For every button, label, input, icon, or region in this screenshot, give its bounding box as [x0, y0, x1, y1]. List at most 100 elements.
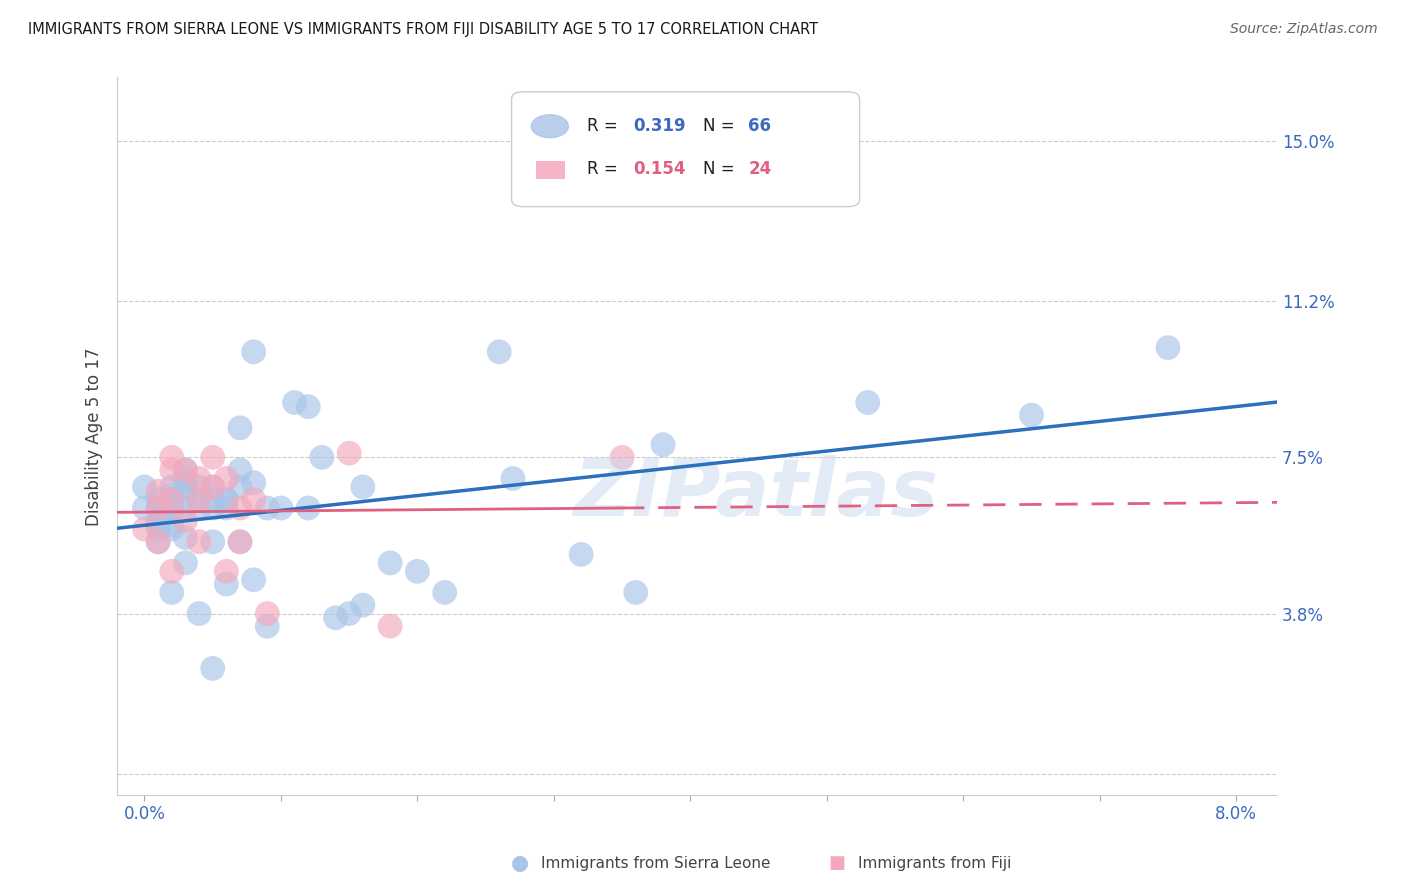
Point [610, 450, 633, 465]
Text: N =: N = [703, 117, 740, 136]
Point [297, 501, 319, 516]
Point [215, 501, 238, 516]
Point [270, 501, 292, 516]
Point [146, 492, 169, 507]
Point [134, 522, 156, 536]
Text: ZIPatlas: ZIPatlas [572, 455, 938, 533]
Point [146, 501, 169, 516]
Point [229, 463, 252, 477]
Point [146, 501, 169, 516]
Point [134, 501, 156, 516]
Point [569, 548, 592, 562]
Point [488, 344, 510, 359]
Point [337, 607, 360, 621]
Point [229, 534, 252, 549]
Point [174, 480, 197, 494]
Text: 66: 66 [748, 117, 772, 136]
Point [378, 619, 401, 633]
Point [201, 501, 224, 516]
Point [188, 607, 211, 621]
Point [188, 501, 211, 516]
Point [352, 480, 374, 494]
Point [256, 607, 278, 621]
Point [174, 556, 197, 570]
Point [160, 488, 183, 502]
Point [160, 463, 183, 477]
Point [406, 565, 429, 579]
Point [201, 534, 224, 549]
Point [337, 446, 360, 460]
Point [215, 471, 238, 485]
Point [174, 514, 197, 528]
Point [352, 598, 374, 612]
Point [146, 514, 169, 528]
Text: ●: ● [512, 854, 529, 873]
Point [188, 492, 211, 507]
Point [201, 480, 224, 494]
Point [160, 450, 183, 465]
Point [215, 565, 238, 579]
FancyBboxPatch shape [512, 92, 859, 207]
Point [160, 522, 183, 536]
Point [242, 475, 264, 490]
Point [160, 585, 183, 599]
Point [188, 480, 211, 494]
Text: IMMIGRANTS FROM SIERRA LEONE VS IMMIGRANTS FROM FIJI DISABILITY AGE 5 TO 17 CORR: IMMIGRANTS FROM SIERRA LEONE VS IMMIGRAN… [28, 22, 818, 37]
Point [284, 395, 307, 409]
Point [134, 480, 156, 494]
Point [160, 492, 183, 507]
Point [256, 501, 278, 516]
Text: ■: ■ [828, 855, 845, 872]
Point [215, 577, 238, 591]
Point [160, 505, 183, 519]
Point [1157, 341, 1180, 355]
Text: N =: N = [703, 161, 740, 178]
Point [146, 501, 169, 516]
Point [325, 611, 347, 625]
Point [242, 492, 264, 507]
Text: Immigrants from Fiji: Immigrants from Fiji [858, 856, 1011, 871]
Point [297, 400, 319, 414]
Point [1021, 408, 1043, 422]
Text: R =: R = [586, 117, 623, 136]
Point [160, 480, 183, 494]
Point [146, 534, 169, 549]
Point [160, 517, 183, 532]
Point [652, 438, 675, 452]
Text: 0.319: 0.319 [633, 117, 686, 136]
FancyBboxPatch shape [536, 161, 565, 178]
Point [174, 501, 197, 516]
Point [229, 480, 252, 494]
Text: Immigrants from Sierra Leone: Immigrants from Sierra Leone [541, 856, 770, 871]
Point [160, 565, 183, 579]
Point [256, 619, 278, 633]
Point [229, 501, 252, 516]
Text: 24: 24 [748, 161, 772, 178]
Point [229, 421, 252, 435]
Point [242, 573, 264, 587]
Text: Source: ZipAtlas.com: Source: ZipAtlas.com [1230, 22, 1378, 37]
Point [229, 534, 252, 549]
Point [433, 585, 456, 599]
Point [146, 522, 169, 536]
Point [146, 484, 169, 499]
Circle shape [531, 115, 568, 137]
Point [160, 501, 183, 516]
Point [174, 463, 197, 477]
Point [174, 471, 197, 485]
Point [201, 480, 224, 494]
Point [160, 492, 183, 507]
Point [624, 585, 647, 599]
Text: R =: R = [586, 161, 623, 178]
Point [502, 471, 524, 485]
Point [174, 488, 197, 502]
Point [201, 450, 224, 465]
Point [188, 534, 211, 549]
Point [188, 471, 211, 485]
Point [146, 534, 169, 549]
Y-axis label: Disability Age 5 to 17: Disability Age 5 to 17 [86, 347, 103, 525]
Point [242, 344, 264, 359]
Point [311, 450, 333, 465]
Point [174, 463, 197, 477]
Point [146, 517, 169, 532]
